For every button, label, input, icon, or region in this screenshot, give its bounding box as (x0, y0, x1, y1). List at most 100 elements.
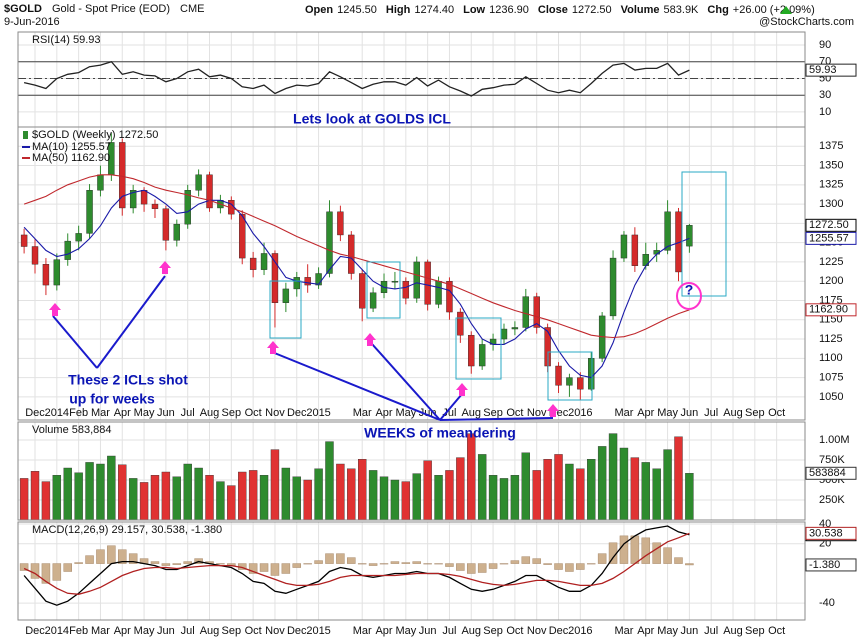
histogram-bar (281, 563, 291, 574)
last-value-box (805, 526, 857, 540)
volume-bar (52, 475, 62, 521)
panel-title: RSI(14) 59.93 (32, 34, 100, 46)
histogram-bar (663, 547, 672, 564)
volume-bar (597, 446, 607, 521)
candle-body (435, 281, 442, 305)
y-tick-label: 90 (819, 39, 831, 51)
volume-bar (161, 471, 171, 521)
volume-bar (368, 470, 378, 521)
histogram-bar (128, 553, 138, 564)
y-tick-label: 10 (819, 106, 831, 118)
histogram-bar (619, 535, 629, 564)
volume-bar (456, 457, 465, 521)
candle-body (31, 246, 39, 265)
x-tick-label: Dec (287, 625, 307, 637)
candle-body (271, 253, 279, 304)
candle-body (315, 273, 322, 286)
histogram-bar (216, 563, 225, 565)
x-tick-label: Jun (157, 625, 175, 637)
panel-title: Volume 583,884 (32, 424, 112, 436)
x-tick-label: Aug (461, 625, 481, 637)
x-tick-label: Jun (681, 625, 699, 637)
candle-body (20, 234, 28, 247)
volume-bar (434, 475, 443, 521)
x-tick-label: May (134, 625, 155, 637)
last-value-label: 1162.90 (809, 304, 848, 316)
x-tick-label: Jul (704, 625, 718, 637)
candle-body (326, 211, 333, 274)
histogram-bar (412, 561, 421, 564)
volume-bar (74, 472, 83, 521)
candle-body (522, 296, 529, 328)
last-value-label: 1272.50 (809, 219, 849, 231)
boxes (269, 171, 727, 401)
x-tick-label: Apr (637, 625, 654, 637)
x-tick-label: Jul (181, 407, 195, 419)
candle-body (391, 281, 399, 283)
volume-bar (358, 459, 367, 521)
histogram-bar (423, 563, 432, 565)
x-tick-label: Oct (245, 407, 262, 419)
volume-bar (194, 467, 203, 521)
panel-border (17, 126, 806, 421)
x-tick-label: 2014 (45, 625, 69, 637)
histogram-bar (477, 563, 487, 573)
x-tick-label: Mar (353, 625, 372, 637)
histogram-bar (390, 561, 400, 564)
candle-body (555, 365, 562, 386)
legend-label: MA(50) 1162.90 (32, 152, 110, 164)
x-tick-label: Aug (200, 407, 220, 419)
histogram-bar (434, 563, 443, 565)
last-value-box (805, 231, 857, 245)
headline: Lets look at GOLDS ICL (293, 111, 451, 127)
y-tick-label: 1050 (819, 391, 843, 403)
volume-bar (674, 436, 683, 521)
x-tick-label: Oct (245, 625, 262, 637)
histogram-bar (150, 561, 160, 564)
candle-body (282, 288, 290, 303)
x-tick-label: Jul (442, 625, 456, 637)
volume-bar (608, 433, 618, 521)
y-tick-label: 1100 (819, 352, 843, 364)
panel-border (17, 521, 806, 621)
quote-label: Close (538, 4, 568, 16)
volume-bar (128, 478, 138, 521)
annotations: Lets look at GOLDS ICL ? These 2 ICLs sh… (49, 111, 727, 441)
histogram-bar (248, 563, 258, 574)
volume-bar (118, 464, 127, 521)
candle-body (664, 211, 671, 251)
quote-label: Chg (707, 4, 728, 16)
last-value-label: 583884 (809, 467, 846, 479)
candle-body (206, 174, 213, 209)
x-tick-label: Oct (768, 625, 785, 637)
x-tick-label: May (395, 625, 416, 637)
x-tick-label: Apr (375, 625, 392, 637)
x-tick-label: 2014 (45, 407, 69, 419)
x-tick-label: Jun (681, 407, 699, 419)
x-tick-label: Mar (614, 625, 633, 637)
last-value-label: 59.93 (809, 64, 837, 76)
histogram-bar (183, 561, 192, 564)
candle-body (369, 292, 377, 309)
last-value-box (805, 63, 857, 77)
candle-body (260, 253, 268, 270)
x-tick-label: Feb (69, 625, 88, 637)
volume-bar (63, 467, 72, 521)
y-tick-label: 750K (819, 454, 845, 466)
candle-body (577, 377, 584, 390)
volume-bar (532, 470, 541, 521)
symbol: $GOLD (4, 3, 42, 15)
histogram-bar (521, 556, 531, 564)
line (23, 525, 690, 606)
panel-title: MACD(12,26,9) 29.157, 30.538, -1.380 (32, 524, 222, 536)
histogram-bar (488, 563, 498, 569)
y-tick-label: 1225 (819, 256, 843, 268)
volume-bar (150, 475, 160, 521)
histogram-bar (499, 563, 509, 565)
legend-label: MA(10) 1255.57 (32, 141, 111, 153)
x-tick-label: Oct (506, 625, 523, 637)
x-tick-label: Mar (91, 625, 110, 637)
last-value-box (805, 558, 857, 572)
